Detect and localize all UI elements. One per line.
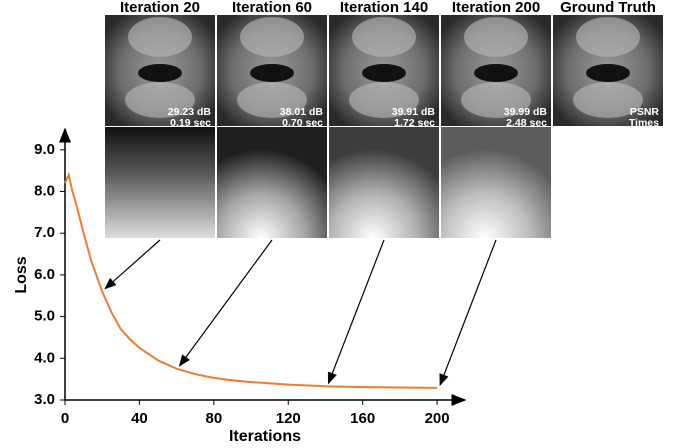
x-tick-label: 40 <box>131 410 148 427</box>
error-map <box>217 127 327 238</box>
bone <box>576 17 640 57</box>
panel-title: Iteration 60 <box>232 0 312 16</box>
x-tick-label: 160 <box>350 410 375 427</box>
y-tick-label: 4.0 <box>34 349 55 366</box>
bone <box>573 82 643 118</box>
time: Times <box>629 117 659 129</box>
arrow <box>439 239 497 387</box>
joint <box>586 64 630 82</box>
time: 0.19 sec <box>170 117 211 129</box>
joint <box>250 64 294 82</box>
time: 1.72 sec <box>394 117 435 129</box>
panel-title: Iteration 20 <box>120 0 200 16</box>
panel-title: Iteration 140 <box>340 0 428 16</box>
panel-title: Iteration 200 <box>452 0 540 16</box>
psnr: 38.01 dB <box>280 106 324 118</box>
bone <box>461 82 531 118</box>
y-tick-label: 3.0 <box>34 391 55 408</box>
bone <box>128 17 192 57</box>
x-axis-label: Iterations <box>229 428 301 445</box>
error-map <box>329 127 439 238</box>
time: 0.70 sec <box>282 117 323 129</box>
joint <box>138 64 182 82</box>
bone <box>237 82 307 118</box>
x-tick-label: 200 <box>425 410 450 427</box>
y-tick-label: 6.0 <box>34 266 55 283</box>
loss-line <box>64 171 438 389</box>
y-tick-label: 5.0 <box>34 308 55 325</box>
y-axis-label: Loss <box>13 256 30 293</box>
psnr: 39.91 dB <box>392 106 436 118</box>
arrow <box>178 239 273 367</box>
bone <box>349 82 419 118</box>
x-tick-label: 80 <box>205 410 222 427</box>
bone <box>464 17 528 57</box>
arrow <box>327 239 385 385</box>
psnr: PSNR <box>630 106 660 118</box>
y-tick-label: 8.0 <box>34 183 55 200</box>
panel-title: Ground Truth <box>560 0 656 16</box>
y-tick-label: 7.0 <box>34 224 55 241</box>
error-map <box>105 127 215 238</box>
psnr: 29.23 dB <box>168 106 212 118</box>
error-map <box>441 127 551 238</box>
psnr: 39.99 dB <box>504 106 548 118</box>
joint <box>474 64 518 82</box>
bone <box>352 17 416 57</box>
y-tick-label: 9.0 <box>34 141 55 158</box>
bone <box>240 17 304 57</box>
time: 2.48 sec <box>506 117 547 129</box>
bone <box>125 82 195 118</box>
x-tick-label: 0 <box>61 410 69 427</box>
joint <box>362 64 406 82</box>
x-tick-label: 120 <box>276 410 301 427</box>
arrow <box>104 239 161 290</box>
